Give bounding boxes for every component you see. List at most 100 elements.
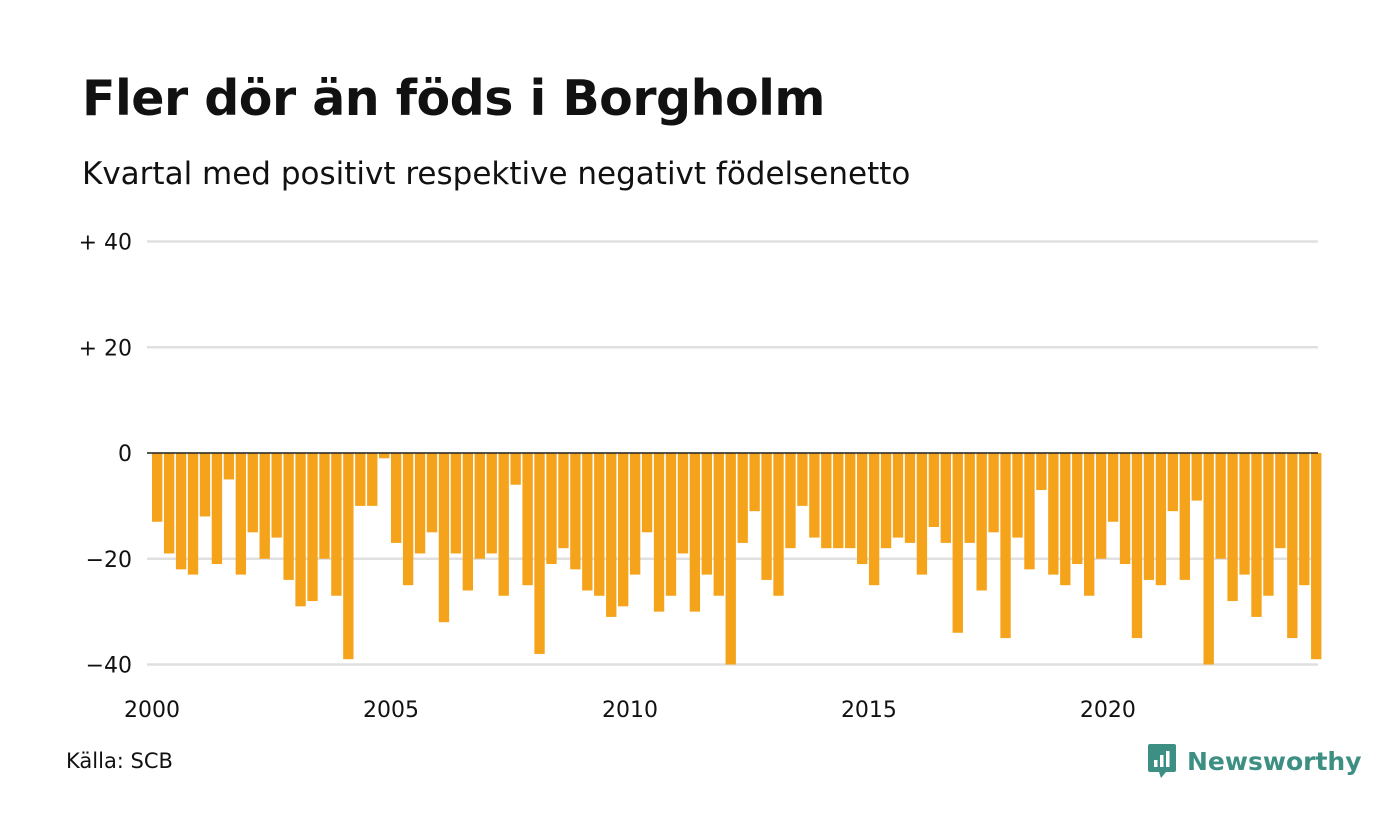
bar bbox=[641, 453, 653, 533]
bar bbox=[868, 453, 880, 586]
bar bbox=[331, 453, 342, 596]
bar bbox=[964, 453, 975, 543]
bar bbox=[653, 453, 665, 612]
bar bbox=[390, 453, 402, 543]
bar bbox=[187, 453, 199, 575]
bar bbox=[379, 453, 390, 459]
bar bbox=[558, 453, 569, 549]
bar bbox=[785, 453, 796, 549]
bar bbox=[319, 453, 330, 559]
x-tick-label: 2015 bbox=[841, 698, 897, 723]
bar bbox=[1191, 453, 1202, 501]
bar bbox=[1095, 453, 1107, 559]
bar bbox=[594, 453, 605, 596]
bar bbox=[450, 453, 462, 554]
bar bbox=[283, 453, 294, 580]
bar bbox=[1299, 453, 1310, 586]
bar bbox=[498, 453, 509, 596]
bar bbox=[976, 453, 987, 591]
x-axis-ticks: 2000 2005 2010 2015 2020 bbox=[124, 698, 1136, 723]
bar bbox=[1275, 453, 1286, 549]
bar bbox=[1048, 453, 1059, 575]
bar bbox=[1251, 453, 1262, 617]
bar bbox=[773, 453, 784, 596]
y-tick-label: + 40 bbox=[79, 231, 132, 256]
bar bbox=[570, 453, 581, 570]
bar bbox=[713, 453, 724, 596]
bar bbox=[1311, 453, 1322, 660]
bar bbox=[367, 453, 378, 506]
bar bbox=[797, 453, 808, 506]
bar bbox=[1131, 453, 1143, 639]
chart-subtitle: Kvartal med positivt respektive negativt… bbox=[82, 156, 911, 192]
bar bbox=[522, 453, 533, 586]
source-note: Källa: SCB bbox=[66, 749, 173, 773]
bar bbox=[1287, 453, 1298, 639]
bar bbox=[414, 453, 426, 554]
bar bbox=[474, 453, 485, 559]
bar bbox=[833, 453, 844, 549]
y-tick-label: 0 bbox=[118, 442, 132, 467]
bar bbox=[1012, 453, 1023, 538]
bar bbox=[1060, 453, 1071, 586]
chart-title: Fler dör än föds i Borgholm bbox=[82, 70, 826, 127]
bar bbox=[1024, 453, 1035, 570]
bar bbox=[1155, 453, 1167, 586]
y-tick-label: + 20 bbox=[79, 336, 132, 361]
bar bbox=[701, 453, 712, 575]
bar bbox=[665, 453, 677, 596]
bar bbox=[247, 453, 258, 533]
bar bbox=[1036, 453, 1047, 491]
bar bbox=[1263, 453, 1274, 596]
bar bbox=[677, 453, 689, 554]
bar bbox=[1084, 453, 1095, 596]
bar bbox=[629, 453, 641, 575]
y-axis-ticks: + 40 + 20 0 −20 −40 bbox=[79, 231, 132, 679]
bar bbox=[223, 453, 235, 480]
bar bbox=[534, 453, 545, 654]
bar bbox=[199, 453, 211, 517]
bar bbox=[510, 453, 521, 485]
bar bbox=[1179, 453, 1190, 580]
y-tick-label: −40 bbox=[86, 654, 132, 679]
bar bbox=[343, 453, 354, 660]
bar bbox=[892, 453, 904, 538]
bar bbox=[1227, 453, 1238, 602]
bar bbox=[1107, 453, 1119, 522]
bar bbox=[737, 453, 748, 543]
bar bbox=[402, 453, 414, 586]
bar bbox=[916, 453, 928, 575]
bar bbox=[1239, 453, 1250, 575]
newsworthy-brand: Newsworthy bbox=[1147, 743, 1362, 779]
bar bbox=[462, 453, 474, 591]
bar bbox=[988, 453, 999, 533]
bar bbox=[235, 453, 246, 575]
bar bbox=[940, 453, 951, 543]
bar bbox=[904, 453, 916, 543]
bar bbox=[1143, 453, 1155, 580]
bar bbox=[438, 453, 450, 623]
x-tick-label: 2020 bbox=[1080, 698, 1136, 723]
x-tick-label: 2005 bbox=[363, 698, 419, 723]
newsworthy-logo-icon bbox=[1148, 744, 1176, 778]
bar bbox=[426, 453, 438, 533]
bar bbox=[845, 453, 856, 549]
bar bbox=[163, 453, 175, 554]
bar bbox=[1072, 453, 1083, 565]
bar bbox=[928, 453, 940, 528]
bar bbox=[259, 453, 270, 559]
bar bbox=[880, 453, 892, 549]
bar bbox=[809, 453, 820, 538]
bars bbox=[152, 453, 1322, 665]
bar bbox=[856, 453, 868, 565]
bar bbox=[486, 453, 497, 554]
bar bbox=[821, 453, 832, 549]
bar bbox=[295, 453, 306, 607]
bar bbox=[271, 453, 282, 538]
bar bbox=[211, 453, 223, 565]
brand-name: Newsworthy bbox=[1187, 746, 1362, 776]
bar bbox=[1203, 453, 1214, 665]
bar bbox=[606, 453, 617, 617]
bar bbox=[355, 453, 366, 506]
